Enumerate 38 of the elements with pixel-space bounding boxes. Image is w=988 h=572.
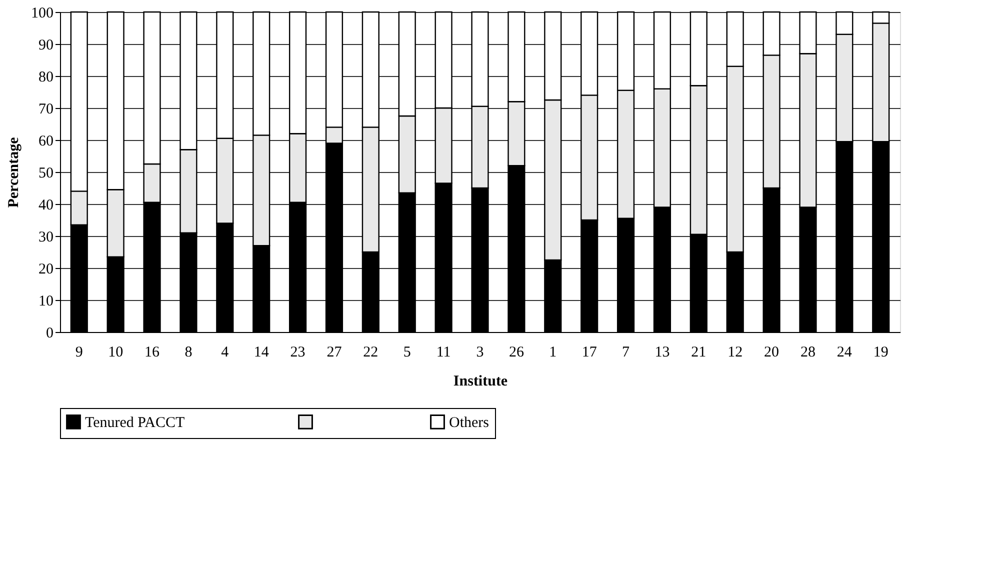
y-tick-label: 70	[38, 102, 54, 118]
x-tick-label: 4	[221, 344, 230, 360]
x-tick-label: 17	[582, 344, 598, 360]
y-tick-label: 0	[46, 326, 54, 342]
x-tick-label: 24	[836, 344, 852, 360]
legend-label: Tenured PACCT	[85, 414, 185, 431]
y-tick-label: 90	[38, 38, 54, 54]
x-tick-label: 12	[728, 344, 743, 360]
x-tick-label: 19	[873, 344, 888, 360]
x-tick-label: 14	[254, 344, 270, 360]
x-tick-label: 3	[476, 344, 484, 360]
x-axis-title: Institute	[453, 374, 508, 390]
y-tick-label: 40	[38, 198, 54, 214]
x-tick-label: 22	[363, 344, 378, 360]
x-tick-label: 26	[508, 344, 524, 360]
x-tick-label: 27	[326, 344, 342, 360]
y-axis-title: Percentage	[6, 136, 22, 208]
x-tick-label: 8	[184, 344, 192, 360]
x-tick-label: 13	[654, 344, 670, 360]
x-tick-label: 20	[764, 344, 780, 360]
y-tick-label: 50	[38, 166, 54, 182]
y-tick-label: 80	[38, 70, 54, 86]
x-tick-label: 9	[75, 344, 83, 360]
x-tick-label: 5	[403, 344, 411, 360]
x-tick-label: 28	[800, 344, 816, 360]
x-tick-label: 7	[622, 344, 630, 360]
x-tick-label: 23	[290, 344, 306, 360]
x-tick-label: 1	[549, 344, 557, 360]
y-tick-label: 10	[38, 294, 54, 310]
y-tick-label: 30	[38, 230, 54, 246]
y-tick-label: 100	[31, 6, 54, 22]
x-tick-label: 21	[691, 344, 706, 360]
legend-label: Others	[449, 414, 490, 431]
y-tick-label: 20	[38, 262, 54, 278]
y-tick-label: 60	[38, 134, 54, 150]
x-tick-label: 11	[436, 344, 451, 360]
x-tick-label: 16	[144, 344, 160, 360]
x-tick-label: 10	[108, 344, 124, 360]
